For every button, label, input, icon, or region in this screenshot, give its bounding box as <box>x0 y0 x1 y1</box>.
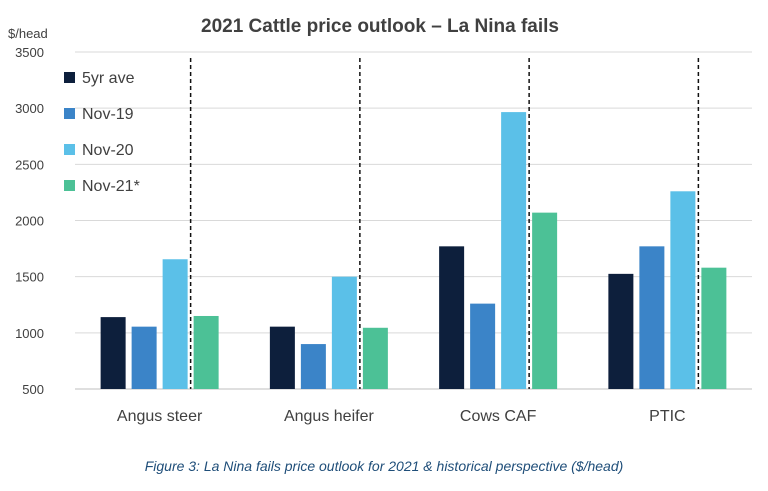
legend-label: Nov-20 <box>82 142 134 159</box>
y-tick-label: 2000 <box>15 214 44 229</box>
bars <box>100 112 727 390</box>
legend-swatch <box>64 72 75 83</box>
bar <box>300 344 326 389</box>
bar <box>532 212 558 389</box>
legend: 5yr ave Nov-19 Nov-20 Nov-21* <box>64 70 140 195</box>
figure-caption: Figure 3: La Nina fails price outlook fo… <box>144 458 624 474</box>
bar <box>701 267 727 389</box>
x-category-label: Cows CAF <box>460 408 537 425</box>
bar <box>193 315 219 389</box>
bar <box>439 246 465 389</box>
y-axis-label: $/head <box>8 26 48 41</box>
bar <box>639 246 665 389</box>
legend-swatch <box>64 180 75 191</box>
bar <box>608 273 634 389</box>
bar <box>331 276 357 389</box>
x-category-label: Angus heifer <box>284 408 375 425</box>
grid <box>75 51 752 390</box>
x-category-label: PTIC <box>649 408 685 425</box>
y-tick-label: 2500 <box>15 157 44 172</box>
bar <box>470 303 496 389</box>
legend-swatch <box>64 108 75 119</box>
y-tick-label: 1000 <box>15 326 44 341</box>
y-tick-label: 3000 <box>15 101 44 116</box>
legend-label: Nov-21* <box>82 178 140 195</box>
bar <box>100 317 126 389</box>
bar <box>269 326 295 389</box>
y-tick-label: 3500 <box>15 45 44 60</box>
bar <box>362 327 388 389</box>
chart-title: 2021 Cattle price outlook – La Nina fail… <box>201 16 559 37</box>
x-category-label: Angus steer <box>117 408 203 425</box>
y-tick-label: 500 <box>22 382 44 397</box>
bar <box>131 326 157 389</box>
bar <box>670 191 696 389</box>
axis-labels: 500 1000 1500 2000 2500 3000 3500 Angus steer An… <box>15 45 686 425</box>
legend-swatch <box>64 144 75 155</box>
dividers <box>189 58 700 389</box>
legend-label: Nov-19 <box>82 106 134 123</box>
bar <box>501 112 527 390</box>
y-tick-label: 1500 <box>15 270 44 285</box>
bar <box>162 259 188 389</box>
legend-label: 5yr ave <box>82 70 135 87</box>
